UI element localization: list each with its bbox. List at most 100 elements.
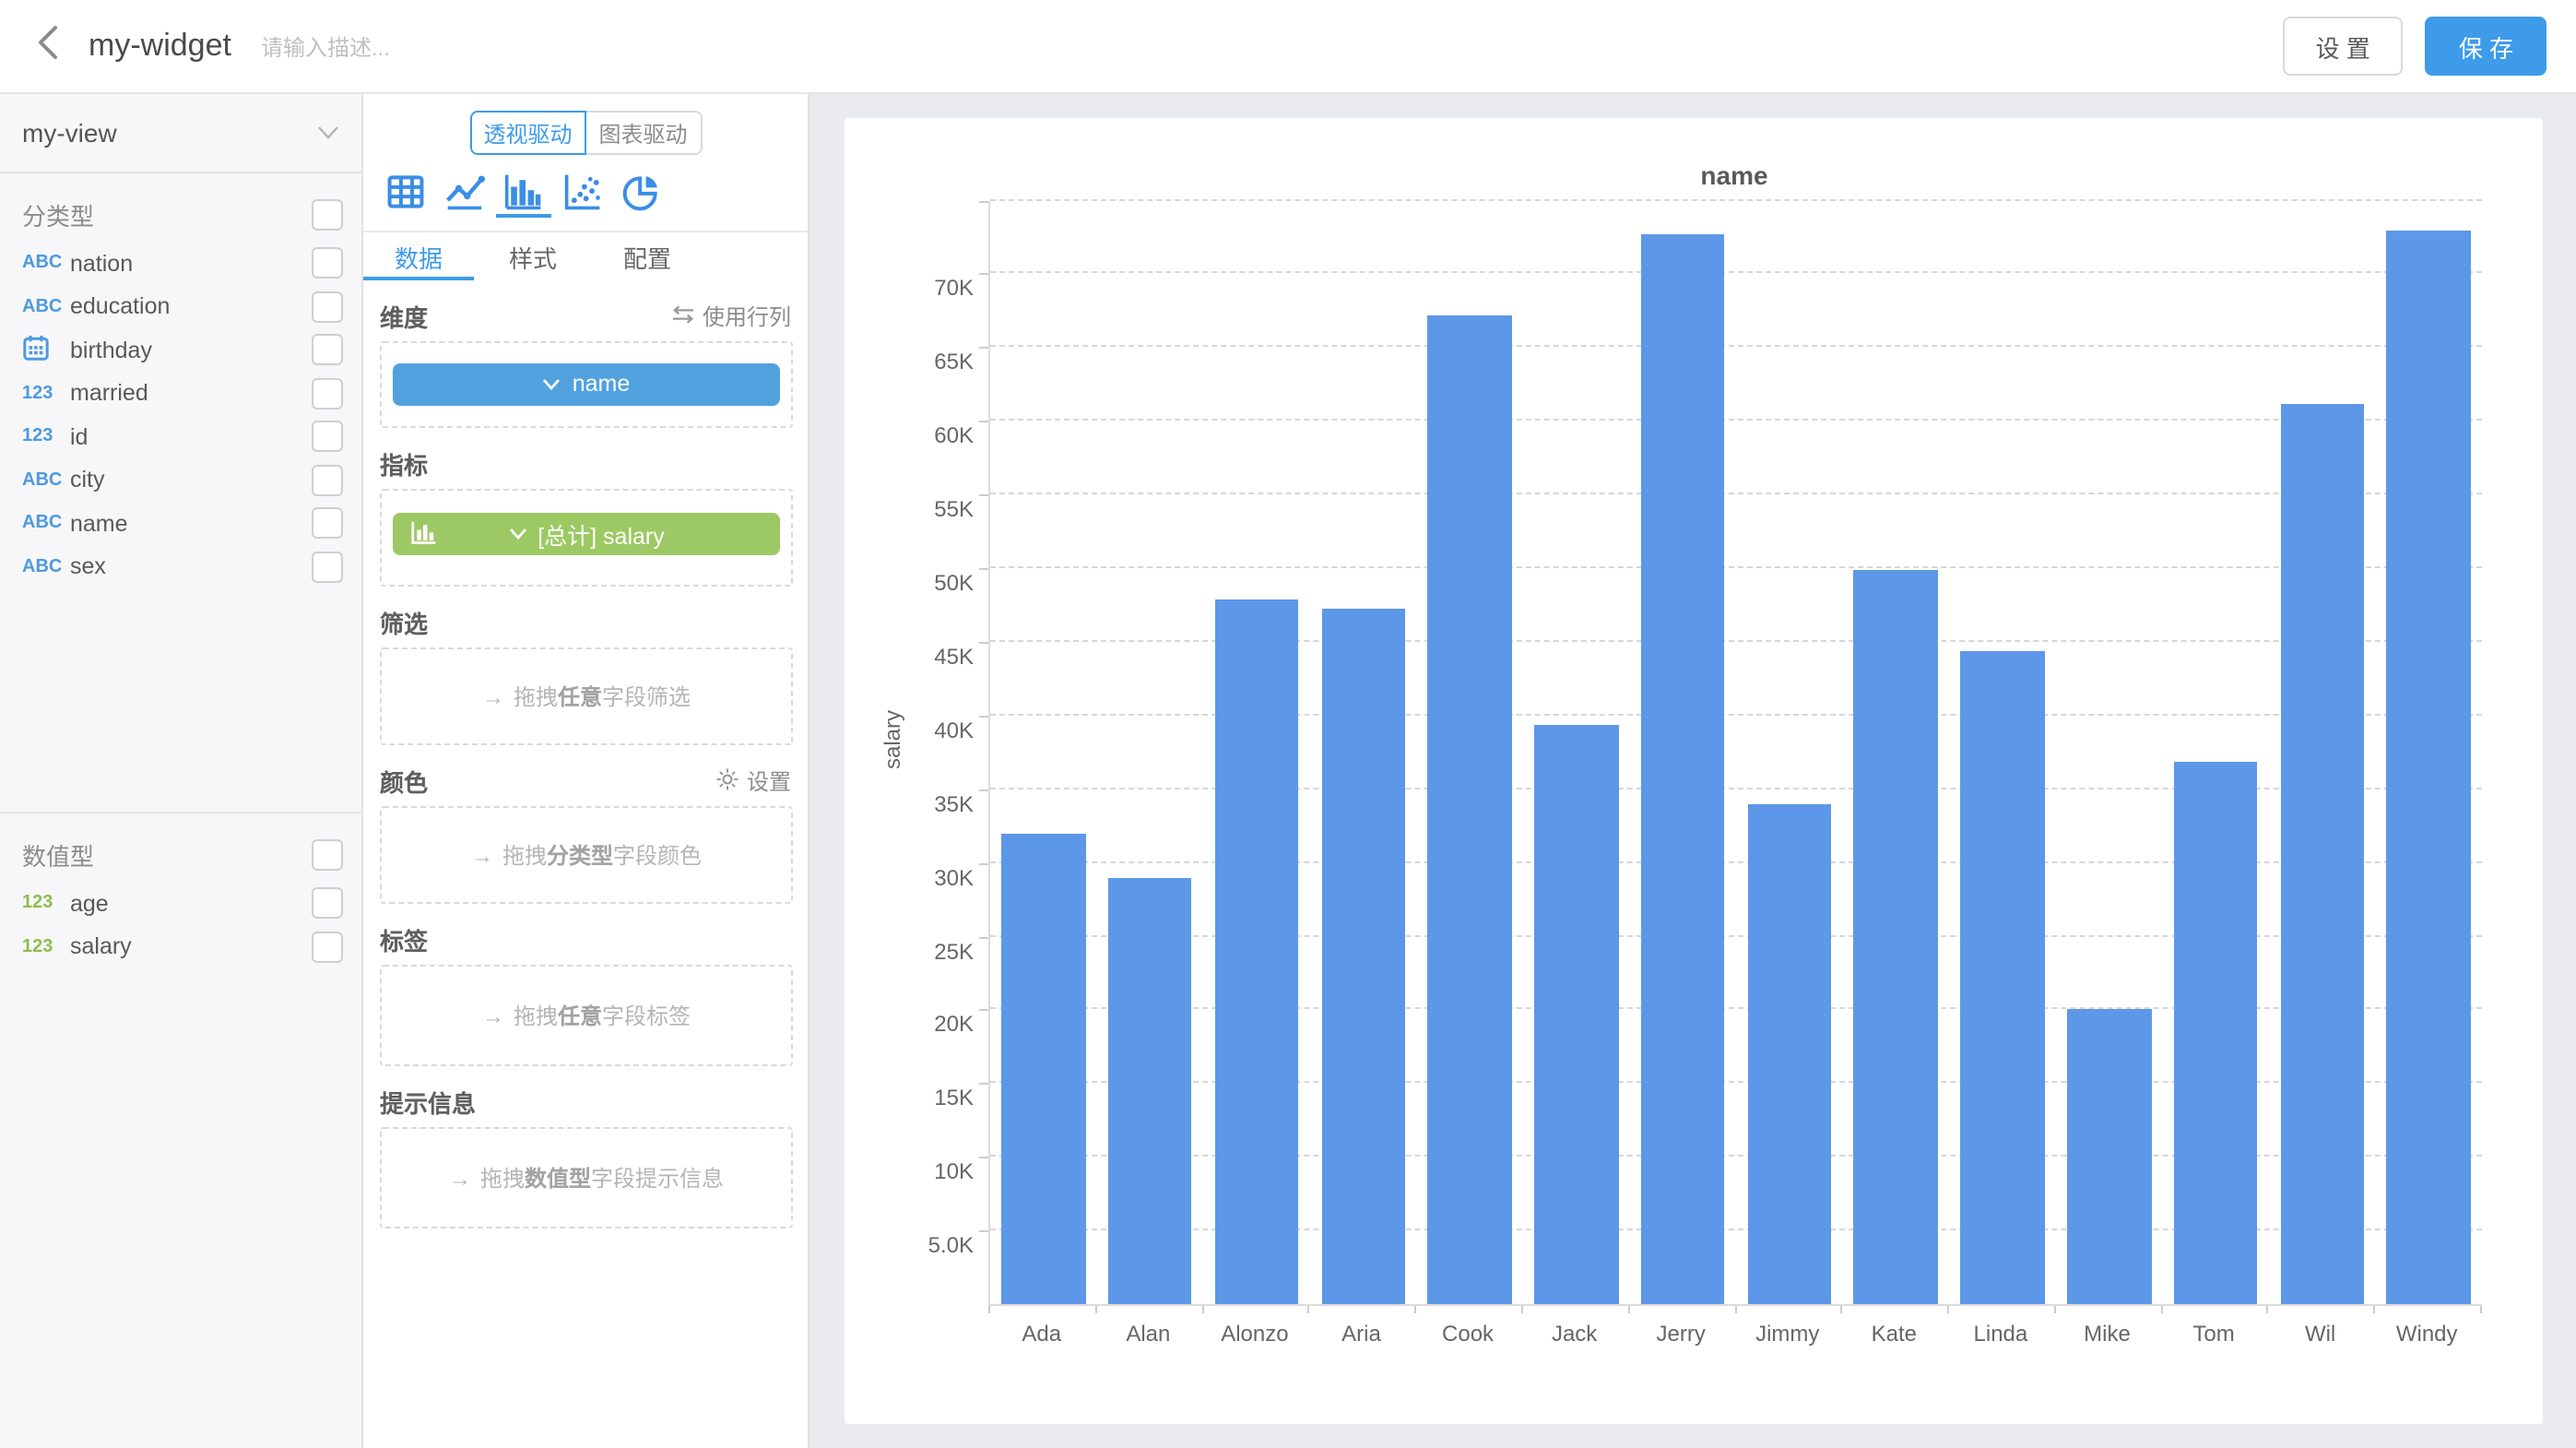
chart-type-table[interactable]: [385, 172, 426, 212]
field-checkbox[interactable]: [312, 508, 343, 540]
field-name: salary: [70, 934, 312, 960]
tab-config[interactable]: 配置: [592, 232, 703, 280]
number-type-icon: 123: [22, 427, 70, 447]
field-checkbox[interactable]: [312, 421, 343, 453]
tab-data[interactable]: 数据: [363, 232, 474, 280]
number-type-icon: 123: [22, 384, 70, 404]
field-checkbox[interactable]: [312, 335, 343, 366]
x-tick-label: Ada: [988, 1321, 1095, 1347]
x-axis-tick: [1947, 1306, 1949, 1313]
metric-pill-salary[interactable]: [总计] salary: [393, 513, 780, 554]
bar-Wil[interactable]: [2280, 405, 2364, 1304]
chart-type-scatter[interactable]: [562, 172, 603, 212]
bar-Kate[interactable]: [1854, 570, 1938, 1304]
field-row-name[interactable]: ABCname: [0, 502, 361, 545]
back-button[interactable]: [30, 24, 66, 68]
field-checkbox[interactable]: [312, 248, 343, 279]
field-checkbox[interactable]: [312, 888, 343, 920]
field-name: birthday: [70, 338, 312, 363]
description-input[interactable]: 请输入描述...: [261, 30, 390, 62]
tab-style[interactable]: 样式: [478, 232, 588, 280]
field-row-id[interactable]: 123id: [0, 415, 361, 458]
dimension-pill-name[interactable]: name: [393, 363, 780, 405]
field-row-sex[interactable]: ABCsex: [0, 545, 361, 588]
y-tick-label: 25K: [863, 938, 974, 964]
chart-type-active-indicator: [496, 214, 551, 218]
field-checkbox[interactable]: [312, 291, 343, 323]
view-selector[interactable]: my-view: [0, 94, 361, 173]
x-tick-label: Cook: [1414, 1321, 1521, 1347]
dimension-dropzone[interactable]: name: [380, 341, 793, 428]
use-rowcol-button[interactable]: 使用行列: [671, 301, 791, 332]
gridline: [990, 419, 2482, 421]
gear-icon: [715, 766, 739, 796]
bar-Linda[interactable]: [1960, 650, 2044, 1304]
y-axis-tick: [979, 1157, 988, 1158]
field-checkbox[interactable]: [312, 465, 343, 496]
gridline: [990, 198, 2482, 200]
x-tick-label: Mike: [2054, 1321, 2161, 1347]
y-axis-tick: [979, 936, 988, 938]
field-checkbox[interactable]: [312, 932, 343, 963]
chart-type-line[interactable]: [444, 172, 485, 212]
field-row-age[interactable]: 123age: [0, 882, 361, 925]
label-dropzone[interactable]: → 拖拽任意字段标签: [380, 965, 793, 1066]
field-row-education[interactable]: ABCeducation: [0, 285, 361, 328]
metric-section-label: 指标: [380, 446, 791, 481]
y-axis-tick: [979, 1230, 988, 1232]
chevron-down-icon[interactable]: [508, 521, 526, 547]
tooltip-dropzone[interactable]: → 拖拽数值型字段提示信息: [380, 1127, 793, 1228]
y-tick-label: 30K: [863, 864, 974, 890]
label-section-label: 标签: [380, 922, 791, 957]
back-chevron-icon: [37, 23, 59, 69]
x-axis-tick: [1095, 1306, 1097, 1313]
color-dropzone[interactable]: → 拖拽分类型字段颜色: [380, 806, 793, 904]
bar-Cook[interactable]: [1428, 315, 1512, 1305]
bar-Windy[interactable]: [2387, 231, 2471, 1304]
bar-Jerry[interactable]: [1641, 234, 1725, 1304]
y-tick-label: 70K: [863, 276, 974, 302]
bar-Tom[interactable]: [2174, 761, 2258, 1304]
bar-Aria[interactable]: [1321, 610, 1405, 1304]
chevron-down-icon[interactable]: [543, 372, 561, 398]
view-selector-value: my-view: [22, 118, 317, 148]
field-row-married[interactable]: 123married: [0, 372, 361, 415]
page-title: my-widget: [89, 28, 231, 65]
metric-dropzone[interactable]: [总计] salary: [380, 489, 793, 587]
bar-Mike[interactable]: [2067, 1008, 2151, 1304]
y-tick-label: 10K: [863, 1158, 974, 1184]
bar-Alan[interactable]: [1108, 879, 1192, 1304]
color-settings-button[interactable]: 设置: [715, 766, 791, 797]
y-tick-label: 15K: [863, 1086, 974, 1111]
panel-tabs: 数据 样式 配置: [363, 232, 808, 280]
chart-type-pie[interactable]: [621, 172, 662, 212]
y-tick-label: 20K: [863, 1012, 974, 1038]
x-tick-label: Linda: [1947, 1321, 2054, 1347]
bar-Ada[interactable]: [1001, 835, 1085, 1304]
bar-Jimmy[interactable]: [1747, 805, 1831, 1304]
save-button[interactable]: 保 存: [2426, 17, 2546, 76]
field-row-city[interactable]: ABCcity: [0, 458, 361, 502]
categorical-select-all-checkbox[interactable]: [312, 199, 343, 231]
chart-type-bar[interactable]: [503, 172, 544, 212]
numeric-section-label: 数值型: [22, 837, 312, 872]
field-checkbox[interactable]: [312, 552, 343, 583]
date-type-icon: [22, 334, 70, 367]
settings-button[interactable]: 设 置: [2283, 17, 2404, 76]
drag-arrow-icon: →: [482, 683, 504, 709]
y-axis-tick: [979, 789, 988, 790]
x-axis-tick: [1521, 1306, 1523, 1313]
y-tick-label: 5.0K: [863, 1232, 974, 1258]
numeric-select-all-checkbox[interactable]: [312, 839, 343, 871]
field-row-birthday[interactable]: birthday: [0, 328, 361, 372]
field-row-salary[interactable]: 123salary: [0, 925, 361, 968]
y-axis-tick: [979, 642, 988, 644]
mode-tab-chart[interactable]: 图表驱动: [585, 111, 702, 155]
filter-dropzone[interactable]: → 拖拽任意字段筛选: [380, 647, 793, 745]
bar-Jack[interactable]: [1534, 726, 1618, 1304]
bar-Alonzo[interactable]: [1214, 599, 1298, 1304]
string-type-icon: ABC: [22, 254, 70, 274]
field-checkbox[interactable]: [312, 378, 343, 409]
field-row-nation[interactable]: ABCnation: [0, 242, 361, 285]
mode-tab-pivot[interactable]: 透视驱动: [469, 111, 586, 155]
